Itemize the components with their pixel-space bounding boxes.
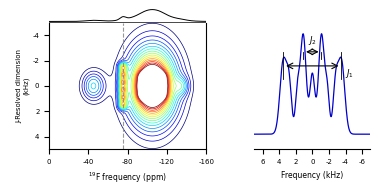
- Text: $J_1$: $J_1$: [345, 67, 354, 80]
- X-axis label: Frequency (kHz): Frequency (kHz): [281, 171, 344, 179]
- Y-axis label: J-Resolved dimension
(kHz): J-Resolved dimension (kHz): [16, 49, 30, 123]
- X-axis label: $^{19}$F frequency (ppm): $^{19}$F frequency (ppm): [88, 171, 167, 182]
- Text: $J_2$: $J_2$: [308, 34, 317, 47]
